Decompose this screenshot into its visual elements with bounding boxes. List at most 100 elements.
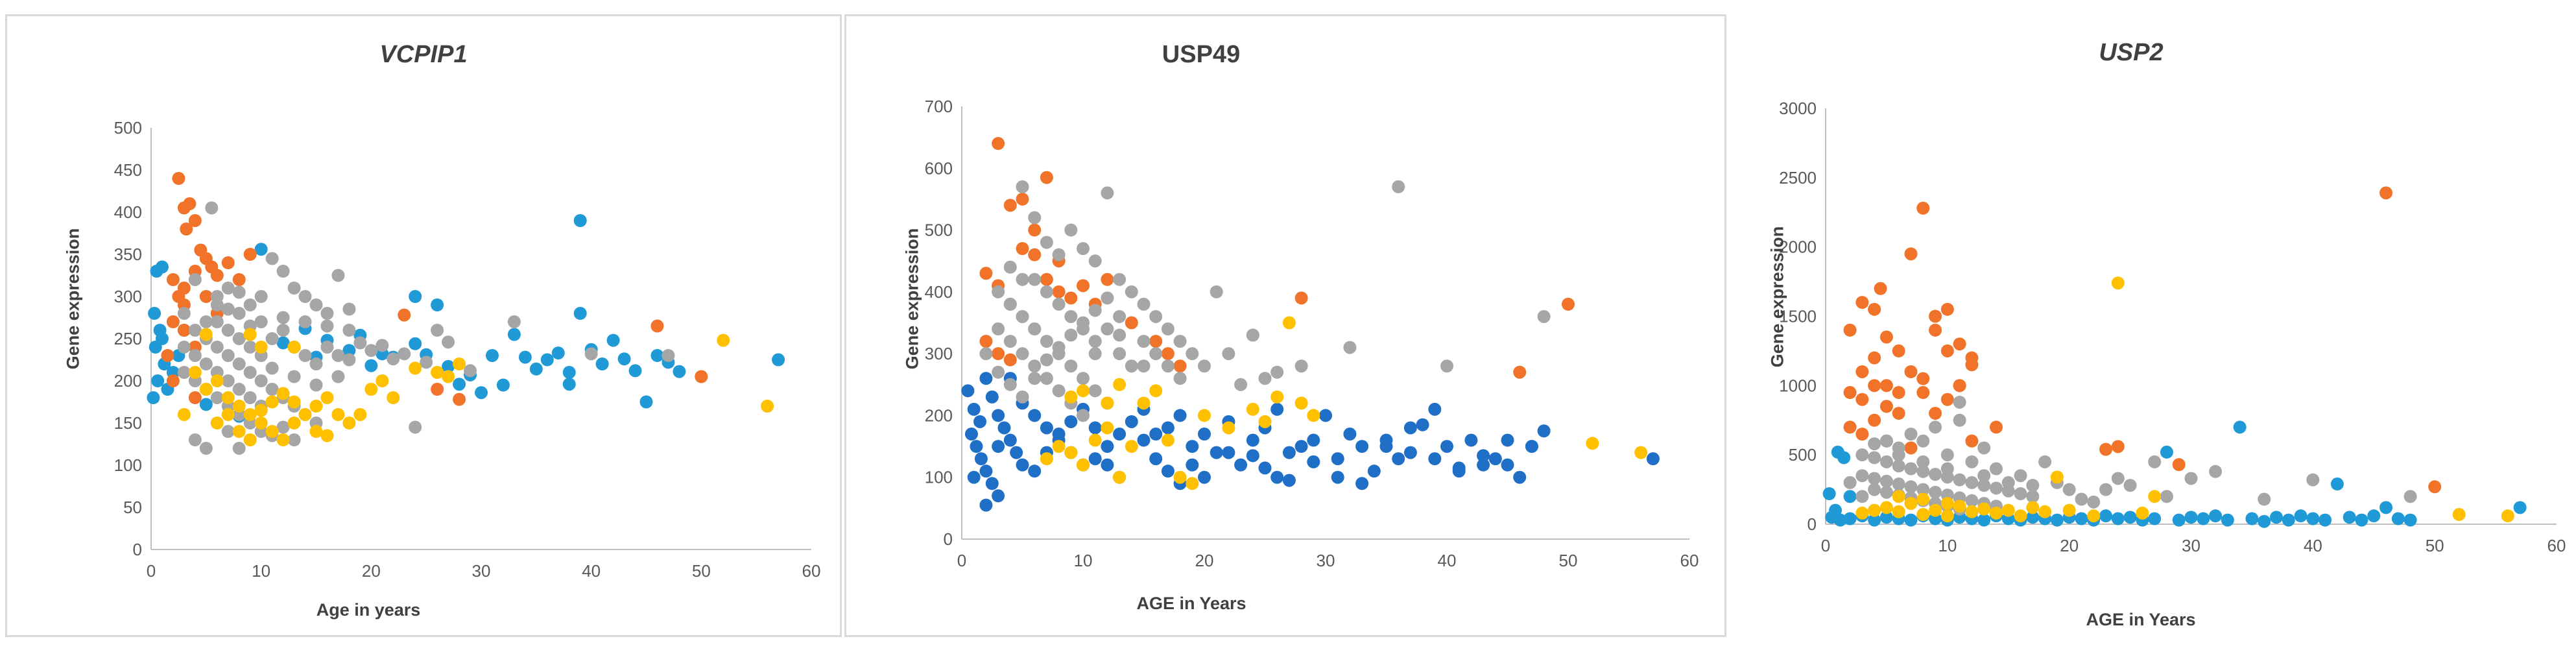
- data-point: [1537, 424, 1551, 438]
- data-point: [1016, 180, 1029, 193]
- data-point: [1916, 386, 1930, 400]
- data-point: [1186, 477, 1199, 490]
- data-point: [155, 332, 169, 345]
- data-point: [1822, 487, 1836, 500]
- data-point: [985, 390, 999, 404]
- data-point: [442, 359, 455, 373]
- data-point: [1077, 322, 1090, 336]
- data-point: [1355, 477, 1369, 490]
- data-point: [1040, 335, 1053, 348]
- data-point: [232, 400, 246, 413]
- data-point: [265, 383, 279, 396]
- data-point: [1161, 465, 1175, 478]
- data-point: [961, 384, 975, 398]
- series-4: [177, 328, 774, 446]
- data-point: [151, 374, 165, 387]
- data-point: [342, 344, 356, 357]
- y-tick-label: 0: [944, 529, 953, 549]
- data-point: [1892, 490, 1905, 503]
- data-point: [254, 243, 268, 256]
- y-tick-label: 0: [1807, 514, 1817, 534]
- data-point: [1003, 378, 1017, 391]
- data-point: [1537, 309, 1551, 323]
- data-point: [1125, 440, 1138, 453]
- data-point: [1379, 440, 1393, 453]
- data-point: [2209, 509, 2223, 523]
- data-point: [717, 333, 730, 347]
- data-point: [992, 322, 1005, 336]
- data-point: [177, 341, 191, 354]
- x-tick-label: 0: [957, 551, 966, 570]
- data-point: [309, 400, 323, 413]
- data-point: [1343, 428, 1357, 441]
- data-point: [979, 335, 993, 348]
- data-point: [496, 378, 510, 392]
- data-point: [1874, 282, 1887, 295]
- data-point: [1186, 440, 1199, 453]
- data-point: [1525, 440, 1538, 453]
- data-point: [1294, 291, 1308, 305]
- data-point: [1101, 396, 1114, 410]
- data-point: [276, 420, 290, 434]
- data-point: [1855, 392, 1869, 406]
- data-point: [650, 319, 664, 333]
- data-point: [398, 347, 411, 361]
- data-point: [1868, 472, 1881, 485]
- data-point: [992, 347, 1005, 361]
- data-point: [1929, 503, 1942, 517]
- data-point: [265, 361, 279, 375]
- data-point: [639, 395, 653, 409]
- data-point: [287, 417, 301, 429]
- data-point: [1028, 372, 1042, 385]
- y-tick-label: 600: [925, 158, 953, 178]
- data-point: [992, 285, 1005, 298]
- data-point: [2184, 472, 2198, 485]
- data-point: [1028, 322, 1042, 336]
- data-point: [188, 349, 202, 362]
- data-point: [985, 477, 999, 490]
- data-point: [431, 298, 444, 311]
- data-point: [453, 357, 466, 370]
- x-axis-label: AGE in Years: [1136, 594, 1246, 613]
- data-point: [1331, 470, 1344, 484]
- data-point: [992, 409, 1005, 422]
- data-point: [199, 383, 213, 396]
- data-point: [1028, 465, 1042, 478]
- data-point: [2038, 455, 2052, 468]
- data-point: [1161, 322, 1175, 336]
- data-point: [1064, 291, 1078, 305]
- data-point: [409, 361, 422, 375]
- data-point: [1868, 437, 1881, 451]
- data-point: [2014, 487, 2027, 500]
- data-point: [221, 349, 235, 362]
- data-point: [1989, 481, 2003, 495]
- data-point: [199, 328, 213, 341]
- data-point: [177, 366, 191, 379]
- data-point: [1940, 392, 1954, 406]
- x-tick-label: 20: [2060, 536, 2079, 555]
- data-point: [1843, 490, 1857, 503]
- data-point: [398, 308, 411, 322]
- data-point: [2026, 479, 2040, 492]
- data-point: [177, 282, 191, 295]
- data-point: [1028, 359, 1042, 373]
- data-point: [2258, 514, 2271, 528]
- data-point: [320, 319, 334, 333]
- chart-title: USP2: [2099, 39, 2164, 66]
- data-point: [1088, 452, 1102, 466]
- data-point: [1855, 490, 1869, 503]
- data-point: [970, 440, 983, 453]
- data-point: [1137, 297, 1151, 311]
- data-point: [1855, 448, 1869, 462]
- data-point: [431, 324, 444, 337]
- data-point: [1868, 379, 1881, 392]
- data-point: [442, 335, 455, 349]
- data-point: [1028, 272, 1042, 286]
- data-point: [254, 315, 268, 328]
- data-point: [1125, 415, 1138, 428]
- data-point: [166, 273, 180, 286]
- data-point: [320, 341, 334, 354]
- data-point: [331, 269, 345, 282]
- data-point: [148, 307, 161, 320]
- data-point: [409, 337, 422, 350]
